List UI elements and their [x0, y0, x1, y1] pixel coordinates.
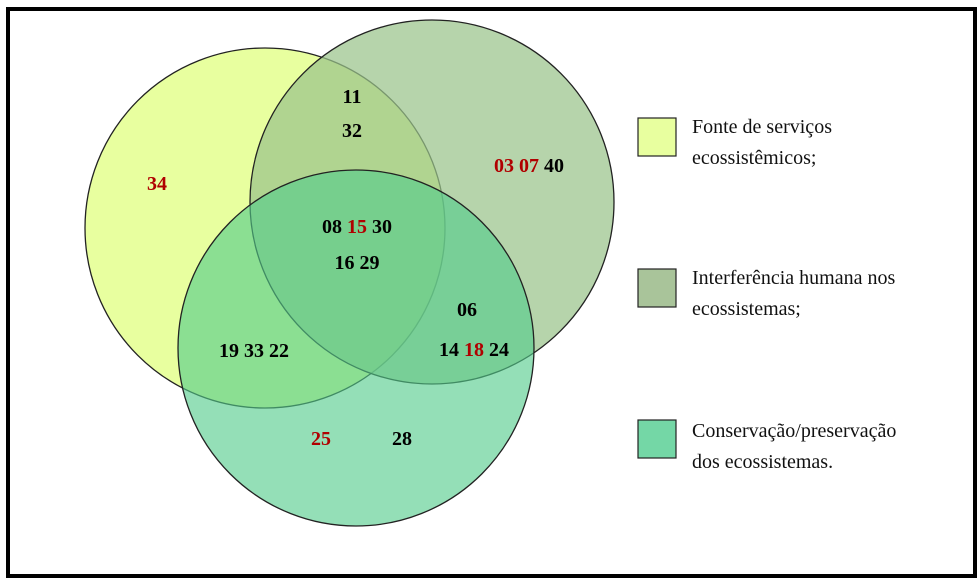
circle-conservacao: [177, 169, 535, 527]
question-number: 32: [342, 120, 362, 142]
question-number: 07: [514, 155, 539, 177]
region-line: 34: [147, 173, 167, 195]
question-number: 11: [343, 86, 362, 108]
region-a-b-c: 08 15 30 16 29: [322, 216, 392, 274]
question-number: 18: [459, 339, 484, 361]
legend-swatch-fonte: [637, 117, 677, 157]
question-number: 06: [457, 299, 477, 321]
legend: Fonte de serviços ecossistêmicos; Interf…: [637, 116, 901, 473]
question-number: 24: [484, 339, 509, 361]
question-number: 14: [439, 339, 459, 361]
question-number: 22: [264, 340, 289, 362]
legend-swatch-interferencia: [637, 268, 677, 308]
region-line: 03 07 40: [494, 155, 564, 177]
question-number: 33: [239, 340, 264, 362]
region-a-only: 34: [147, 173, 167, 195]
region-line: 25: [311, 428, 331, 450]
question-number: 15: [342, 216, 367, 238]
region-line: 08 15 30: [322, 216, 392, 238]
region-c-only: 25 28: [311, 428, 412, 450]
region-line: 14 18 24: [439, 339, 509, 361]
legend-swatch-conservacao: [637, 419, 677, 459]
question-number: 03: [494, 155, 514, 177]
legend-label-interferencia: Interferência humana nos ecossistemas;: [692, 267, 900, 320]
region-line: 11: [343, 86, 362, 108]
question-number: 30: [367, 216, 392, 238]
region-b-c: 06 14 18 24: [439, 299, 509, 361]
legend-label-fonte: Fonte de serviços ecossistêmicos;: [692, 116, 837, 169]
question-number: 16: [335, 252, 355, 274]
question-number: 40: [539, 155, 564, 177]
region-line: 16 29: [335, 252, 380, 274]
question-number: 34: [147, 173, 167, 195]
region-line: 19 33 22: [219, 340, 289, 362]
region-b-only: 03 07 40: [494, 155, 564, 177]
region-line: 28: [392, 428, 412, 450]
region-line: 32: [342, 120, 362, 142]
question-number: 28: [392, 428, 412, 450]
legend-label-conservacao: Conservação/preservação dos ecossistemas…: [692, 420, 901, 473]
region-line: 06: [457, 299, 477, 321]
question-number: 08: [322, 216, 342, 238]
question-number: 19: [219, 340, 239, 362]
question-number: 29: [355, 252, 380, 274]
region-a-c: 19 33 22: [219, 340, 289, 362]
region-a-b: 11 32: [342, 86, 362, 142]
question-number: 25: [311, 428, 331, 450]
